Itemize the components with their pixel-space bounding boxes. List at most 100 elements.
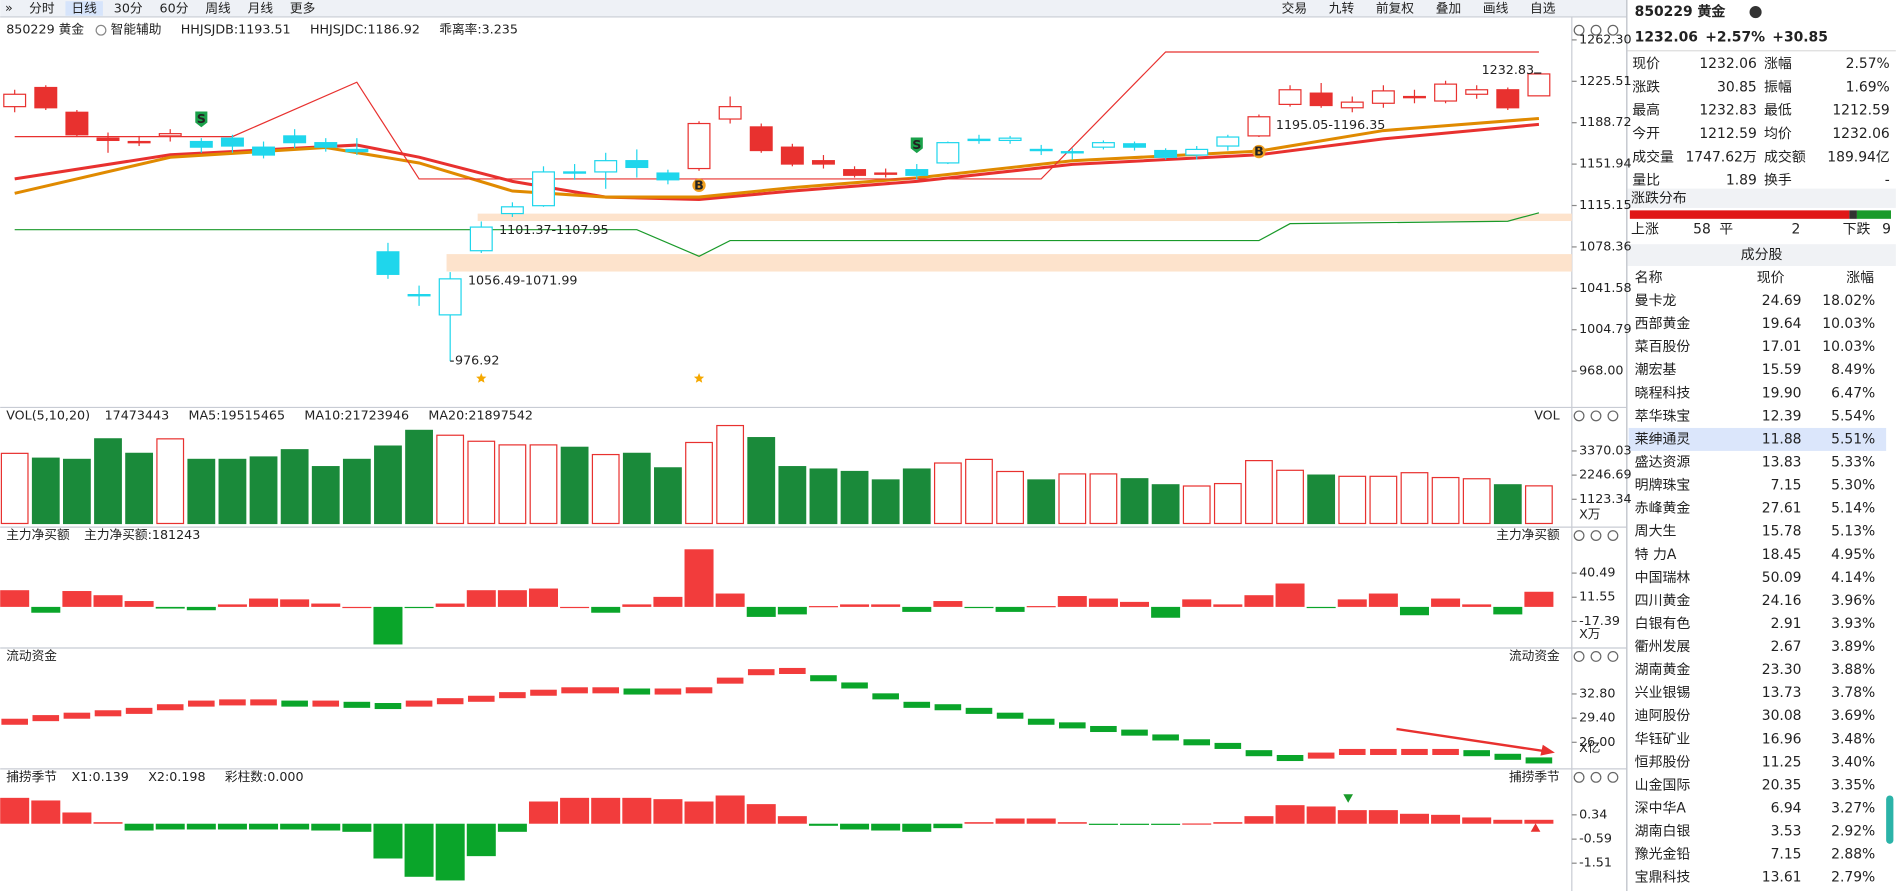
quote-value: 1232.83	[1699, 103, 1756, 119]
bar	[342, 823, 372, 832]
row-selected[interactable]	[1628, 427, 1887, 451]
pane-icon[interactable]	[1573, 771, 1585, 783]
pane-icon[interactable]	[1607, 771, 1619, 783]
candle-body	[407, 294, 431, 297]
sell-badge	[195, 111, 208, 128]
stock-change: 3.93%	[1831, 616, 1875, 632]
flow-bar	[250, 699, 277, 706]
stock-name[interactable]: 迪阿股份	[1635, 708, 1691, 724]
candle-body	[1309, 92, 1333, 107]
pane-right-label: 主力净买额	[1496, 527, 1560, 542]
flow-bar	[1027, 718, 1055, 725]
assist-toggle[interactable]	[95, 24, 107, 36]
stock-name[interactable]: 宝鼎科技	[1635, 870, 1691, 886]
toolbar-tab[interactable]: 周线	[205, 1, 231, 16]
volume-bar	[1058, 473, 1087, 525]
stock-name[interactable]: 深中华A	[1635, 801, 1687, 817]
toolbar-button[interactable]: 前复权	[1376, 1, 1414, 16]
candle-body	[252, 146, 276, 156]
stock-name[interactable]: 西部黄金	[1635, 316, 1691, 332]
pane-icon[interactable]	[1573, 410, 1585, 422]
price-annotation: 976.92	[455, 353, 499, 368]
stock-price: 13.61	[1762, 870, 1802, 886]
flow-bar	[312, 700, 340, 707]
bar	[964, 822, 994, 824]
volume-bar	[560, 446, 589, 525]
unit-label: X亿	[1579, 740, 1600, 755]
stock-name[interactable]: 盛达资源	[1635, 454, 1691, 470]
pane-icon[interactable]	[1573, 530, 1585, 542]
toolbar-button[interactable]: 九转	[1329, 1, 1355, 16]
column-header: 涨幅	[1846, 270, 1874, 286]
pane-icon[interactable]	[1607, 24, 1619, 36]
stock-name[interactable]: 晓程科技	[1635, 385, 1691, 401]
toolbar-button[interactable]: 交易	[1282, 1, 1307, 16]
quote-value: 189.94亿	[1827, 149, 1890, 165]
y-tick-label: 1188.72	[1579, 114, 1631, 129]
pane-icon[interactable]	[1607, 651, 1619, 662]
pane-icon[interactable]	[1590, 24, 1602, 36]
y-tick-label: 2246.69	[1579, 467, 1631, 482]
volume-bar	[342, 458, 371, 525]
dist-label: 下跌	[1843, 222, 1871, 238]
bar	[995, 818, 1025, 824]
stock-price: 15.59	[1762, 362, 1802, 378]
bar	[528, 801, 559, 824]
legend-entry: 主力净买额:181243	[84, 527, 200, 542]
stock-name[interactable]: 四川黄金	[1635, 593, 1691, 609]
bar	[591, 606, 621, 613]
scrollbar[interactable]	[1886, 795, 1894, 844]
flow-bar	[1307, 752, 1335, 759]
toolbar-tab[interactable]: 日线	[71, 1, 97, 16]
stock-name[interactable]: 兴业银锡	[1635, 685, 1691, 701]
bar	[373, 606, 403, 645]
stock-name[interactable]: 莱绅通灵	[1635, 431, 1691, 447]
stock-name[interactable]: 中国瑞林	[1635, 570, 1691, 586]
stock-name[interactable]: 周大生	[1635, 524, 1677, 540]
stock-name[interactable]: 恒邦股份	[1635, 754, 1691, 770]
info-icon[interactable]	[1749, 6, 1762, 19]
pane-icon[interactable]	[1573, 651, 1585, 662]
toolbar-button[interactable]: 自选	[1530, 1, 1556, 16]
bar	[1151, 606, 1181, 618]
pane-icon[interactable]	[1607, 410, 1619, 422]
stock-name[interactable]: 特 力A	[1635, 547, 1677, 563]
stock-name[interactable]: 萃华珠宝	[1635, 408, 1691, 424]
candle-body	[811, 160, 835, 165]
pane-icon[interactable]	[1590, 651, 1602, 662]
stock-name[interactable]: 衢州发展	[1635, 638, 1691, 655]
toolbar-tab[interactable]: 60分	[160, 1, 189, 16]
stock-name[interactable]: 白银有色	[1635, 615, 1691, 632]
pane-icon[interactable]	[1590, 530, 1602, 542]
bar	[155, 606, 185, 609]
pane-icon[interactable]	[1607, 530, 1619, 542]
toolbar-tab[interactable]: 月线	[248, 1, 274, 16]
stock-name[interactable]: 曼卡龙	[1635, 293, 1677, 309]
toolbar-tab[interactable]: 分时	[29, 1, 55, 16]
stock-name[interactable]: 湖南白银	[1635, 824, 1691, 840]
pane-icon[interactable]	[1573, 24, 1585, 36]
stock-name[interactable]: 湖南黄金	[1635, 662, 1691, 678]
toolbar-button[interactable]: 画线	[1483, 1, 1509, 16]
toolbar-tab[interactable]: 30分	[114, 1, 143, 16]
tab-selected[interactable]	[65, 1, 103, 16]
pane-icon[interactable]	[1590, 410, 1602, 422]
stock-name[interactable]: 菜百股份	[1635, 339, 1691, 355]
quote-value: 1212.59	[1699, 126, 1756, 142]
dist-count: 2	[1791, 222, 1800, 238]
pane-icon[interactable]	[1590, 771, 1602, 783]
bar	[186, 823, 216, 830]
flow-bar	[1525, 757, 1553, 764]
toolbar-tab[interactable]: 更多	[290, 1, 315, 16]
indicator-line	[14, 212, 1540, 257]
stock-name[interactable]: 豫光金铅	[1635, 847, 1691, 863]
stock-name[interactable]: 明牌珠宝	[1635, 477, 1691, 494]
stock-name[interactable]: 华钰矿业	[1635, 731, 1691, 747]
stock-name[interactable]: 山金国际	[1635, 777, 1691, 793]
bar	[186, 606, 216, 611]
stock-name[interactable]: 潮宏基	[1635, 361, 1677, 378]
stock-name[interactable]: 赤峰黄金	[1635, 501, 1691, 517]
toolbar-button[interactable]: 叠加	[1436, 1, 1461, 16]
candle-body	[3, 93, 27, 108]
candle-body	[1496, 89, 1520, 109]
